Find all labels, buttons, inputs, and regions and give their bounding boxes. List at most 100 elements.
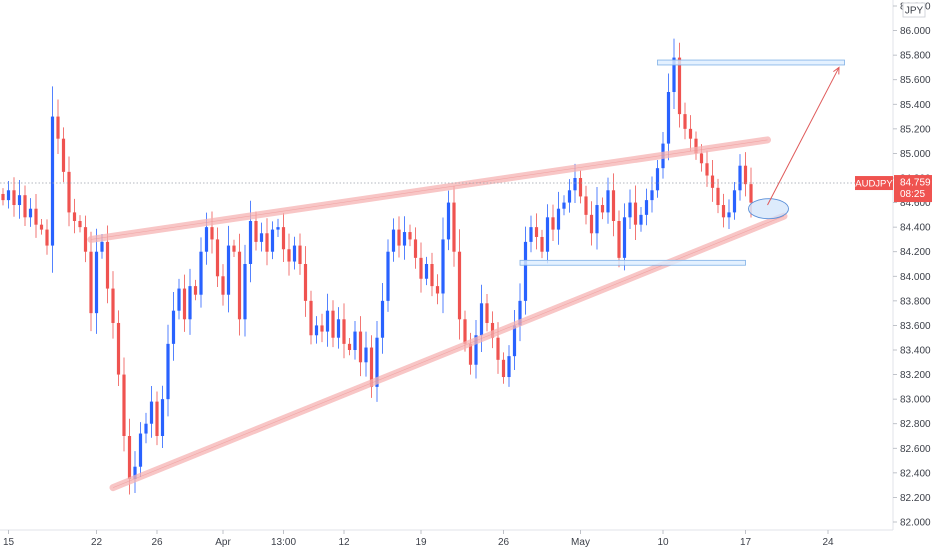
target-ellipse[interactable] — [748, 198, 789, 220]
candle — [435, 274, 440, 305]
candle-body — [534, 227, 539, 237]
candle-body — [61, 138, 66, 172]
candle-body — [188, 286, 192, 320]
price-tick-label: 84.200 — [900, 247, 931, 258]
candle-body — [441, 239, 445, 294]
candle — [738, 154, 742, 201]
candle-body — [336, 319, 341, 338]
candle — [353, 320, 357, 360]
candle-body — [314, 325, 319, 336]
wedge-lower-line-edge — [112, 215, 785, 488]
candle — [347, 338, 352, 356]
candle-body — [644, 200, 649, 215]
candle — [584, 185, 588, 225]
candle-body — [413, 239, 418, 258]
candle-body — [721, 205, 726, 218]
candle-body — [474, 335, 478, 365]
candle-body — [243, 264, 247, 320]
candle-body — [529, 227, 533, 242]
candle-body — [17, 195, 22, 206]
price-axis[interactable]: 86.20086.00085.80085.60085.40085.20085.0… — [892, 0, 932, 530]
candle-body — [39, 224, 44, 230]
candle-body — [50, 116, 55, 246]
price-tick-label: 82.800 — [900, 419, 931, 430]
candle-body — [265, 233, 269, 252]
candle-body — [705, 163, 709, 176]
candle — [83, 215, 88, 263]
candle — [578, 170, 583, 204]
time-tick-label: 19 — [415, 537, 427, 548]
last-price-badge: 84.759 08:25 — [894, 175, 932, 203]
candle — [611, 173, 616, 237]
candle — [61, 127, 66, 183]
candle — [721, 193, 726, 228]
price-tick-label: 82.200 — [900, 493, 931, 504]
price-tick-label: 83.200 — [900, 370, 931, 381]
candle — [226, 225, 231, 313]
candle — [270, 221, 275, 260]
candle — [259, 222, 264, 252]
candle — [446, 190, 451, 251]
resistance-zone[interactable] — [657, 59, 845, 66]
price-tick-label: 85.800 — [900, 51, 931, 62]
candle — [237, 233, 242, 336]
candle — [166, 324, 170, 417]
candle — [336, 307, 341, 349]
candle — [512, 310, 517, 371]
candle-body — [1, 193, 5, 201]
time-axis[interactable]: 15 22 26 Apr 13:00 12 19 26 May 10 17 24 — [0, 529, 893, 550]
candle — [562, 195, 566, 216]
candle-body — [666, 92, 671, 144]
candle — [628, 189, 632, 230]
candle-body — [254, 221, 258, 242]
candle — [743, 152, 748, 197]
candle — [232, 239, 236, 257]
time-tick-label: 13:00 — [271, 537, 296, 548]
candle-body — [353, 331, 357, 350]
candle — [375, 321, 379, 402]
time-tick-label: 22 — [91, 537, 103, 548]
candle — [727, 199, 731, 230]
price-tick-label: 84.600 — [900, 198, 931, 209]
price-tick-label: 82.400 — [900, 468, 931, 479]
support-zone[interactable] — [519, 259, 746, 266]
price-tick-label: 84.400 — [900, 223, 931, 234]
candle-body — [639, 214, 643, 225]
candle-body — [182, 288, 187, 320]
candle — [380, 283, 385, 354]
candle-body — [617, 221, 621, 258]
candle-body — [518, 300, 522, 326]
candle-body — [589, 214, 594, 234]
candle-body — [468, 343, 473, 365]
candle — [314, 316, 319, 344]
candle-body — [633, 202, 638, 225]
candle — [408, 224, 412, 247]
candle-body — [78, 221, 82, 228]
candle — [424, 256, 429, 286]
candle-body — [683, 114, 687, 129]
candle-body — [562, 202, 566, 209]
candle — [309, 290, 313, 345]
price-tick-label: 83.000 — [900, 395, 931, 406]
candle-body — [419, 257, 423, 279]
candle — [34, 194, 38, 238]
candle — [556, 191, 561, 245]
candle-body — [232, 245, 236, 252]
candle — [490, 311, 495, 349]
price-tick-label: 85.400 — [900, 100, 931, 111]
candle — [441, 217, 445, 314]
target-arrow[interactable] — [767, 67, 840, 206]
candle-body — [551, 217, 555, 230]
candle — [67, 156, 71, 227]
candle-body — [6, 190, 11, 201]
candle-body — [452, 202, 456, 252]
candle-body — [111, 288, 115, 323]
candle-body — [699, 153, 704, 164]
time-tick-label: 26 — [498, 537, 510, 548]
candle — [6, 180, 11, 209]
candle-body — [281, 227, 286, 250]
candle-body — [347, 343, 352, 350]
candle — [1, 188, 5, 206]
candle — [265, 218, 269, 266]
